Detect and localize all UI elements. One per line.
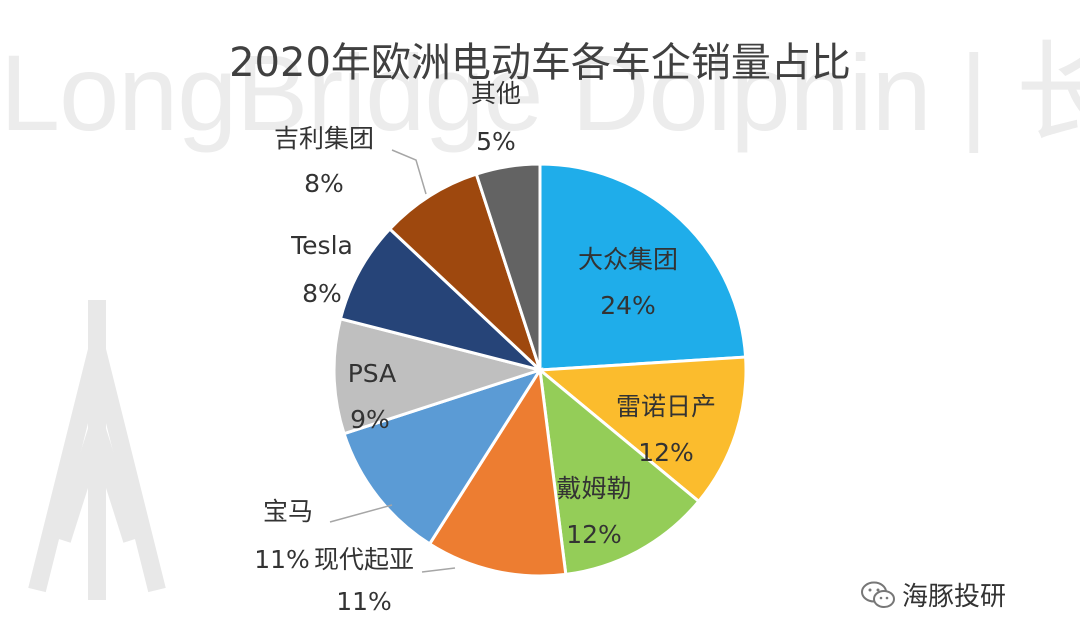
watermark-text: LongBridge Dolphin | 长桥海豚投研 (0, 32, 1080, 153)
slice-value-label: 12% (638, 438, 694, 467)
slice-label: PSA (348, 359, 397, 388)
slice-value-label: 11% (254, 545, 310, 574)
pie-slice (342, 367, 544, 547)
footer-label: 海豚投研 (902, 582, 1007, 612)
slice-value-label: 24% (600, 291, 656, 320)
chart-title: 2020年欧洲电动车各车企销量占比 (229, 40, 851, 86)
slice-label: 雷诺日产 (616, 392, 716, 421)
pie-slice (427, 365, 568, 578)
leader-line (391, 149, 427, 195)
slice-label: 其他 (471, 79, 521, 108)
pie-slice (536, 355, 748, 504)
slice-value-label: 12% (566, 520, 622, 549)
slice-label: Tesla (290, 231, 353, 260)
slice-value-label: 8% (304, 169, 344, 198)
pie-slice (338, 226, 542, 372)
pie-slice (387, 172, 542, 372)
slice-label: 戴姆勒 (556, 474, 631, 503)
slice-value-label: 9% (350, 405, 390, 434)
slice-label: 现代起亚 (314, 545, 414, 574)
slice-label: 宝马 (263, 497, 313, 526)
slice-value-label: 5% (476, 127, 516, 156)
watermark-logo (28, 300, 166, 600)
slice-label: 大众集团 (578, 245, 678, 274)
pie-slice (538, 162, 748, 372)
pie-slice (538, 366, 701, 577)
pie-slice (474, 162, 542, 371)
pie-slice (332, 316, 546, 436)
wechat-icon (861, 581, 895, 608)
slice-label: 吉利集团 (274, 124, 374, 153)
leader-line (329, 504, 393, 523)
slice-value-label: 8% (302, 279, 342, 308)
leader-line (421, 567, 456, 573)
footer-brand: 海豚投研 (860, 576, 1006, 613)
slice-value-label: 11% (336, 587, 392, 616)
